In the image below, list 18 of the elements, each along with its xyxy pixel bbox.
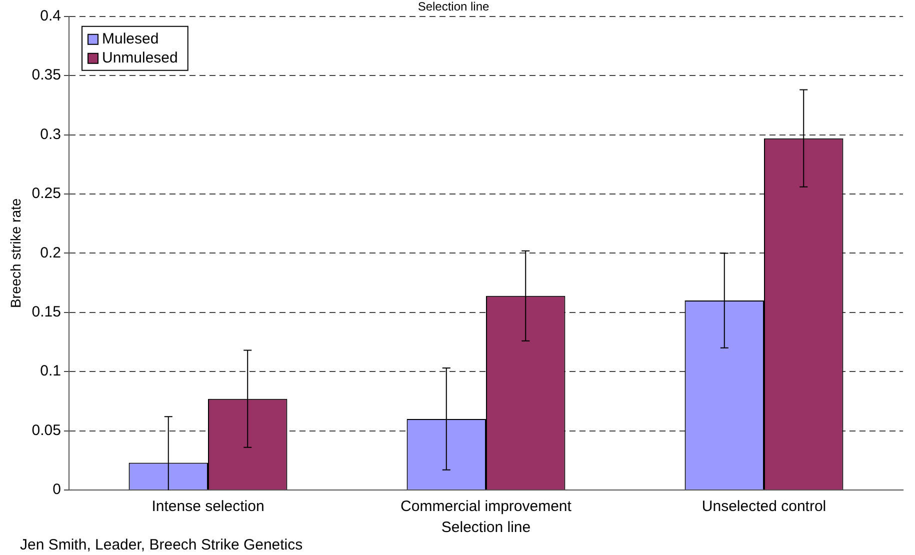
y-tick-label: 0.4 [40, 8, 61, 25]
legend-label: Mulesed [102, 30, 159, 48]
y-tick-label: 0 [52, 481, 61, 498]
y-tick-label: 0.15 [32, 304, 61, 321]
x-tick-label: Commercial improvement [400, 498, 572, 516]
y-tick-label: 0.1 [40, 362, 61, 380]
y-axis-title: Breech strike rate [7, 198, 24, 308]
y-tick-label: 0.35 [32, 66, 61, 84]
x-tick-label: Unselected control [702, 498, 826, 516]
x-axis-title: Selection line [441, 519, 531, 536]
legend-label: Unmulesed [102, 50, 178, 67]
y-tick-label: 0.3 [40, 126, 61, 143]
text: Jen Smith, Leader, Breech Strike Genetics [20, 536, 303, 554]
x-tick-label: Intense selection [152, 498, 264, 516]
y-tick-label: 0.05 [32, 422, 61, 439]
y-tick-label: 0.25 [32, 185, 61, 202]
y-tick-label: 0.2 [40, 244, 61, 262]
chart-title: Selection line [418, 0, 490, 14]
